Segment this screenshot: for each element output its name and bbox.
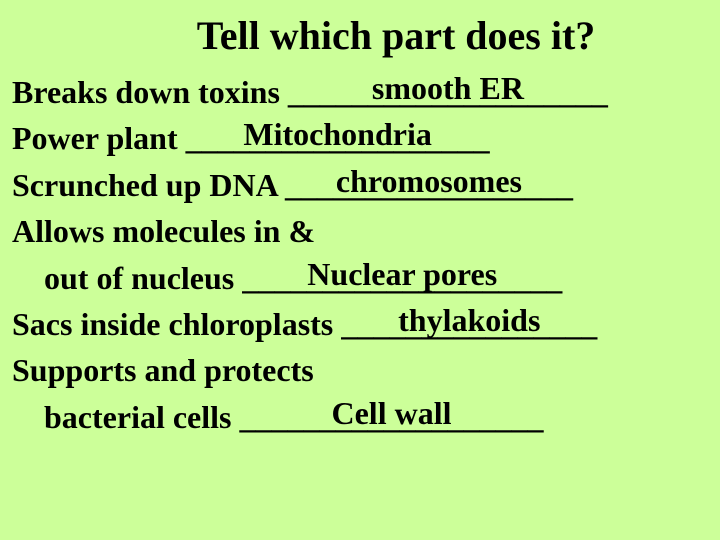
question-row: Scrunched up DNA __________________chrom… — [12, 162, 700, 208]
answer-blank: ____________________smooth ER — [288, 69, 608, 115]
answer-text: chromosomes — [285, 158, 573, 204]
question-prompt: Allows molecules in & — [12, 213, 315, 249]
answer-text: smooth ER — [288, 65, 608, 111]
answer-blank: ___________________Cell wall — [239, 394, 543, 440]
answer-blank: ___________________Mitochondria — [186, 115, 490, 161]
question-row: Breaks down toxins ____________________s… — [12, 69, 700, 115]
answer-blank: ____________________Nuclear pores — [242, 255, 562, 301]
question-row: out of nucleus ____________________Nucle… — [12, 255, 700, 301]
answer-blank: __________________chromosomes — [285, 162, 573, 208]
question-prompt: Power plant — [12, 120, 186, 156]
slide-title: Tell which part does it? — [92, 12, 700, 59]
answer-text: Mitochondria — [186, 111, 490, 157]
slide-container: Tell which part does it? Breaks down tox… — [0, 0, 720, 460]
answer-text: Nuclear pores — [242, 251, 562, 297]
answer-text: thylakoids — [341, 297, 597, 343]
answer-text: Cell wall — [239, 390, 543, 436]
question-row: Supports and protects — [12, 347, 700, 393]
question-row: Power plant ___________________Mitochond… — [12, 115, 700, 161]
question-row: bacterial cells ___________________Cell … — [12, 394, 700, 440]
question-prompt: Supports and protects — [12, 352, 314, 388]
question-prompt: out of nucleus — [44, 260, 242, 296]
question-row: Allows molecules in & — [12, 208, 700, 254]
question-prompt: Breaks down toxins — [12, 74, 288, 110]
question-prompt: bacterial cells — [44, 399, 239, 435]
question-row: Sacs inside chloroplasts _______________… — [12, 301, 700, 347]
question-prompt: Scrunched up DNA — [12, 167, 285, 203]
question-prompt: Sacs inside chloroplasts — [12, 306, 341, 342]
answer-blank: ________________thylakoids — [341, 301, 597, 347]
